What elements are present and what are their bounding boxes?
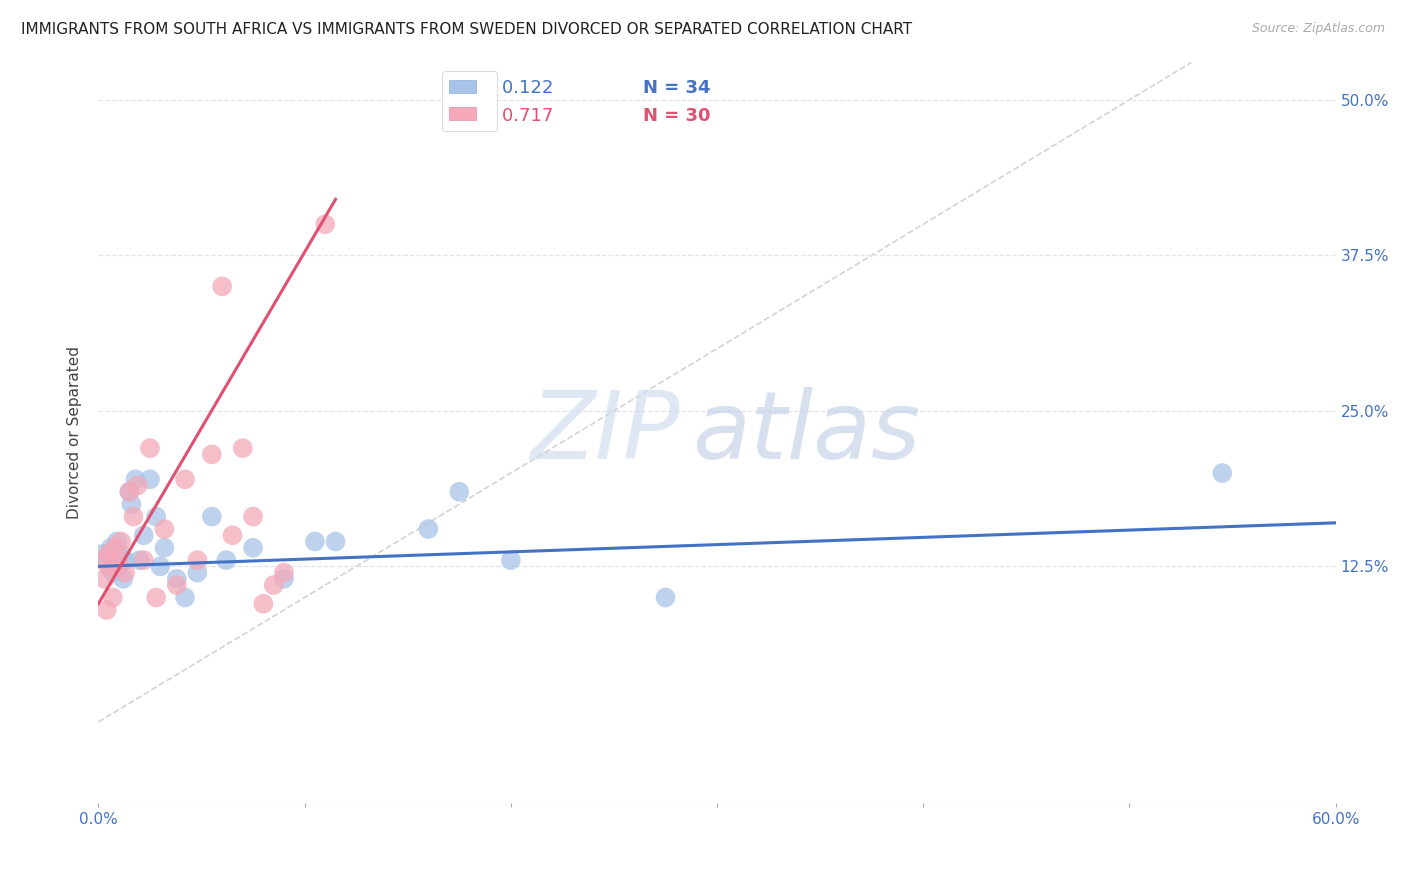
Point [153,541,176,555]
Point [110,534,132,549]
Point [104,541,127,555]
Point [304,534,326,549]
Point [124,472,146,486]
Point [122,509,145,524]
Point [132,553,155,567]
Point [221,528,243,542]
Point [174,591,197,605]
Text: R = 0.122: R = 0.122 [464,79,554,97]
Point [105,534,128,549]
Point [1211,466,1233,480]
Point [100,541,122,555]
Point [96,553,118,567]
Y-axis label: Divorced or Separated: Divorced or Separated [67,346,83,519]
Point [91,553,114,567]
Point [114,553,136,567]
Point [108,553,131,567]
Point [273,572,295,586]
Point [132,528,155,542]
Point [252,597,274,611]
Point [120,497,142,511]
Point [105,559,128,574]
Text: N = 34: N = 34 [643,79,710,97]
Point [127,478,149,492]
Text: atlas: atlas [692,387,921,478]
Point [93,572,115,586]
Point [91,547,114,561]
Point [186,566,208,580]
Point [145,591,167,605]
Text: ZIP: ZIP [530,387,681,478]
Point [174,472,197,486]
Point [110,547,132,561]
Point [499,553,522,567]
Point [211,279,233,293]
Point [96,603,118,617]
Point [100,559,122,574]
Point [97,547,120,561]
Legend: , : , [441,71,498,131]
Point [325,534,347,549]
Point [215,553,238,567]
Point [101,591,124,605]
Point [314,217,336,231]
Point [145,509,167,524]
Point [201,509,224,524]
Point [654,591,676,605]
Point [118,484,141,499]
Point [418,522,440,536]
Point [242,541,264,555]
Point [153,522,176,536]
Point [139,472,162,486]
Point [114,566,136,580]
Point [186,553,208,567]
Point [273,566,295,580]
Point [166,578,188,592]
Point [97,559,120,574]
Point [201,447,224,461]
Point [118,484,141,499]
Point [108,559,131,574]
Point [232,441,254,455]
Point [149,559,172,574]
Point [104,553,127,567]
Text: IMMIGRANTS FROM SOUTH AFRICA VS IMMIGRANTS FROM SWEDEN DIVORCED OR SEPARATED COR: IMMIGRANTS FROM SOUTH AFRICA VS IMMIGRAN… [21,22,912,37]
Point [263,578,285,592]
Point [112,572,135,586]
Text: R = 0.717: R = 0.717 [464,107,554,125]
Text: N = 30: N = 30 [643,107,710,125]
Point [242,509,264,524]
Point [449,484,471,499]
Point [101,566,124,580]
Text: Source: ZipAtlas.com: Source: ZipAtlas.com [1251,22,1385,36]
Point [166,572,188,586]
Point [139,441,162,455]
Point [128,553,150,567]
